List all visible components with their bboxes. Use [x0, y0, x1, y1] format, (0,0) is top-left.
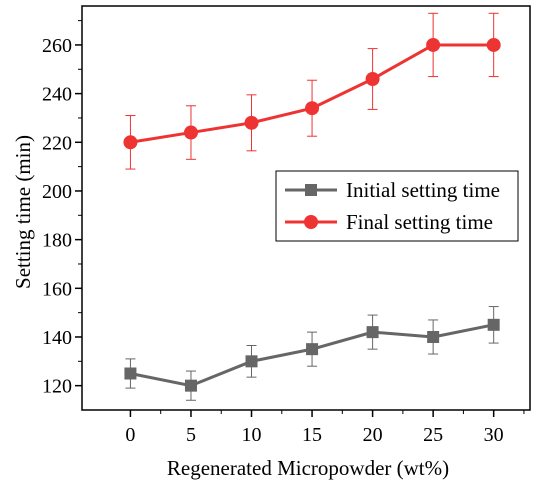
y-tick-label: 260: [42, 35, 72, 57]
legend-marker-final: [304, 215, 318, 229]
data-point-initial: [124, 367, 137, 380]
x-tick-label: 5: [186, 424, 196, 446]
x-tick-label: 25: [423, 424, 443, 446]
y-tick-label: 220: [42, 132, 72, 154]
data-point-final: [426, 37, 441, 52]
x-tick-label: 30: [484, 424, 504, 446]
y-tick-label: 120: [42, 376, 72, 398]
series-initial: [124, 306, 500, 401]
y-tick-label: 160: [42, 278, 72, 300]
data-point-final: [305, 101, 320, 116]
data-point-final: [486, 37, 501, 52]
legend-label-initial: Initial setting time: [346, 178, 500, 202]
series-final: [123, 12, 501, 170]
x-axis-title: Regenerated Micropowder (wt%): [167, 456, 449, 480]
plot-frame: [81, 5, 531, 411]
data-point-initial: [245, 355, 258, 368]
data-point-final: [123, 135, 138, 150]
data-point-final: [183, 125, 198, 140]
x-tick-label: 20: [363, 424, 383, 446]
y-tick-label: 140: [42, 327, 72, 349]
legend-box: [275, 170, 519, 242]
data-point-initial: [427, 330, 440, 343]
y-tick-label: 240: [42, 84, 72, 106]
data-point-final: [244, 115, 259, 130]
x-tick-label: 15: [302, 424, 322, 446]
data-point-final: [365, 72, 380, 87]
x-tick-label: 10: [242, 424, 262, 446]
data-point-initial: [184, 379, 197, 392]
legend: Initial setting time Final setting time: [275, 170, 519, 242]
y-tick-label: 200: [42, 181, 72, 203]
legend-marker-initial: [305, 184, 317, 196]
data-point-initial: [487, 318, 500, 331]
data-point-initial: [366, 326, 379, 339]
data-point-initial: [306, 343, 319, 356]
x-tick-label: 0: [125, 424, 135, 446]
y-tick-label: 180: [42, 230, 72, 252]
y-axis-title: Setting time (min): [11, 135, 35, 289]
plot-area: 0 5 10 15 20 25 30 120 140 160 180 200 220 240 260: [42, 5, 531, 446]
legend-label-final: Final setting time: [346, 210, 493, 234]
